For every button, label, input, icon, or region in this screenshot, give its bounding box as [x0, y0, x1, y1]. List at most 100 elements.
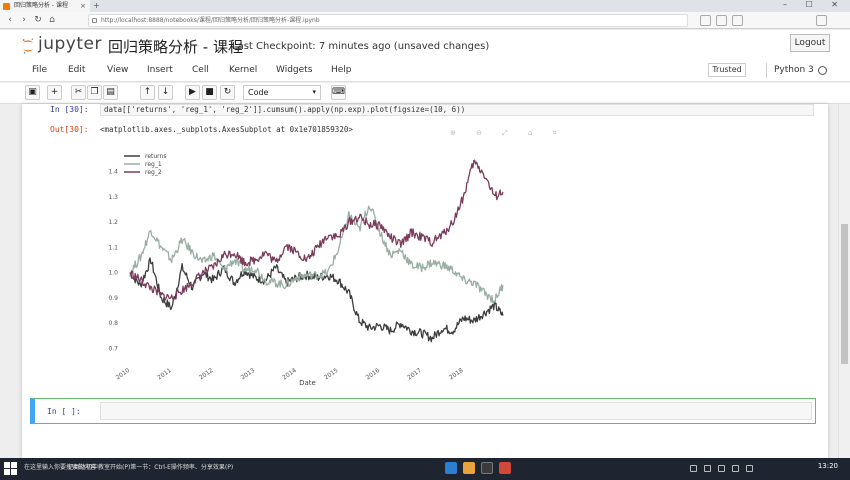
- app-icon-browser[interactable]: [445, 462, 457, 474]
- menu-bar: File Edit View Insert Cell Kernel Widget…: [0, 60, 850, 82]
- menu-view[interactable]: View: [107, 65, 129, 75]
- copy-icon[interactable]: ❐: [87, 85, 102, 100]
- extension-icon[interactable]: [716, 15, 727, 26]
- app-icon-explorer[interactable]: [463, 462, 475, 474]
- x-tick-label: 2012: [198, 367, 215, 382]
- line-chart: 0.7 0.8 0.9 1.0 1.1 1.2 1.3 1.4 2010 2011 2012 2013…: [108, 153, 504, 387]
- address-bar-row: ‹ › ↻ ⌂ http://localhost:8888/notebooks/…: [0, 12, 850, 29]
- stop-icon[interactable]: ■: [202, 85, 217, 100]
- system-tray: 13:20: [680, 458, 850, 480]
- new-tab-icon[interactable]: +: [93, 1, 100, 10]
- menu-help[interactable]: Help: [331, 65, 352, 75]
- jupyter-logo-icon: [22, 38, 34, 54]
- app-icon-terminal[interactable]: [481, 462, 493, 474]
- output-text: <matplotlib.axes._subplots.AxesSubplot a…: [100, 125, 353, 134]
- menu-file[interactable]: File: [32, 65, 48, 75]
- empty-cell-input[interactable]: [100, 402, 812, 420]
- x-tick-label: 2013: [240, 367, 257, 382]
- window-controls[interactable]: – ☐ ✕: [783, 0, 846, 9]
- volume-icon[interactable]: [704, 465, 711, 472]
- reload-icon[interactable]: ↻: [34, 15, 42, 25]
- x-axis-label: Date: [299, 379, 316, 387]
- menu-insert[interactable]: Insert: [147, 65, 173, 75]
- kernel-name[interactable]: Python 3: [774, 65, 814, 75]
- download-icon[interactable]: [732, 15, 743, 26]
- y-tick-label: 0.9: [108, 295, 118, 302]
- taskbar-search-text[interactable]: 在这里输入你要搜索的内容: [24, 464, 97, 471]
- logout-button[interactable]: Logout: [790, 34, 830, 52]
- jupyter-logo-text: jupyter: [38, 34, 102, 54]
- save-icon[interactable]: ▣: [25, 85, 40, 100]
- trusted-badge[interactable]: Trusted: [708, 63, 746, 77]
- output-prompt: Out[30]:: [50, 125, 89, 134]
- clock-time: 13:20: [817, 462, 838, 470]
- legend-label-reg_2: reg_2: [145, 169, 162, 176]
- notification-icon[interactable]: [746, 465, 753, 472]
- chart-series-group: [129, 159, 504, 343]
- plus-icon[interactable]: +: [47, 85, 62, 100]
- menu-icon[interactable]: [816, 15, 827, 26]
- notebook-toolbar: ▣ + ✂ ❐ ▤ ↑ ↓ ▶ ■ ↻ Code ▾ ⌨: [0, 83, 850, 104]
- menu-kernel[interactable]: Kernel: [229, 65, 258, 75]
- keyboard-icon[interactable]: ⌨: [331, 85, 346, 100]
- y-tick-label: 1.1: [108, 244, 118, 251]
- plot-toolbar[interactable]: ⊕ ⊖ ⤢ ⌂ ⌗: [450, 129, 566, 137]
- menu-cell[interactable]: Cell: [192, 65, 209, 75]
- empty-cell-prompt: In [ ]:: [47, 407, 81, 416]
- browser-tab-bar: 回归策略分析 - 课程 × + – ☐ ✕: [0, 0, 850, 12]
- taskbar-status-text: 已到达初中教室开始(P)第一节：Ctrl-E操作频率、分享效果(P): [68, 464, 234, 471]
- arrow-up-icon[interactable]: ↑: [140, 85, 155, 100]
- kernel-idle-icon: [818, 66, 827, 75]
- jupyter-favicon-icon: [3, 3, 10, 10]
- page-scrollbar[interactable]: [838, 104, 850, 458]
- x-tick-label: 2016: [365, 367, 382, 382]
- cell-type-value: Code: [248, 88, 269, 97]
- y-tick-label: 1.0: [108, 270, 118, 277]
- home-icon[interactable]: ⌂: [49, 15, 55, 25]
- url-text: http://localhost:8888/notebooks/课程/回归策略分…: [101, 17, 320, 24]
- paste-icon[interactable]: ▤: [103, 85, 118, 100]
- windows-start-icon[interactable]: [4, 462, 18, 476]
- bookmark-icon[interactable]: [700, 15, 711, 26]
- arrow-down-icon[interactable]: ↓: [158, 85, 173, 100]
- x-tick-label: 2018: [448, 367, 465, 382]
- menu-edit[interactable]: Edit: [68, 65, 86, 75]
- y-tick-label: 0.7: [108, 345, 118, 352]
- browser-tab[interactable]: 回归策略分析 - 课程 ×: [0, 0, 90, 12]
- run-icon[interactable]: ▶: [185, 85, 200, 100]
- series-line-reg_2: [129, 159, 504, 301]
- restart-icon[interactable]: ↻: [220, 85, 235, 100]
- jupyter-logo[interactable]: [22, 36, 92, 56]
- tab-close-icon[interactable]: ×: [80, 2, 86, 10]
- y-tick-label: 1.2: [108, 219, 118, 226]
- legend-label-returns: returns: [145, 153, 166, 160]
- code-cell-input[interactable]: data[['returns', 'reg_1', 'reg_2']].cums…: [100, 104, 814, 116]
- x-tick-label: 2011: [156, 367, 173, 382]
- scrollbar-thumb[interactable]: [841, 224, 848, 364]
- kernel-separator: [766, 63, 767, 78]
- battery-icon[interactable]: [718, 465, 725, 472]
- input-method-icon[interactable]: [732, 465, 739, 472]
- url-input[interactable]: http://localhost:8888/notebooks/课程/回归策略分…: [88, 14, 688, 27]
- chevron-down-icon: ▾: [312, 88, 316, 96]
- x-tick-label: 2017: [406, 367, 423, 382]
- notebook-title[interactable]: 回归策略分析 - 课程: [108, 38, 243, 56]
- cut-icon[interactable]: ✂: [71, 85, 86, 100]
- x-tick-label: 2014: [281, 367, 298, 382]
- chart-axes-group: 0.7 0.8 0.9 1.0 1.1 1.2 1.3 1.4 2010 2011 2012 2013…: [108, 169, 464, 387]
- windows-taskbar: 在这里输入你要搜索的内容 已到达初中教室开始(P)第一节：Ctrl-E操作频率、…: [0, 458, 850, 480]
- app-icon-recorder[interactable]: [499, 462, 511, 474]
- y-tick-label: 0.8: [108, 320, 118, 327]
- back-icon[interactable]: ‹: [8, 15, 12, 25]
- x-tick-label: 2015: [323, 367, 340, 382]
- checkpoint-status: Last Checkpoint: 7 minutes ago (unsaved …: [232, 41, 490, 52]
- y-tick-label: 1.4: [108, 169, 118, 176]
- series-line-reg_1: [129, 205, 504, 304]
- forward-icon[interactable]: ›: [22, 15, 26, 25]
- network-icon[interactable]: [690, 465, 697, 472]
- menu-widgets[interactable]: Widgets: [276, 65, 313, 75]
- lock-icon: [92, 18, 97, 23]
- cell-type-select[interactable]: Code ▾: [243, 85, 321, 100]
- tab-title: 回归策略分析 - 课程: [14, 2, 68, 9]
